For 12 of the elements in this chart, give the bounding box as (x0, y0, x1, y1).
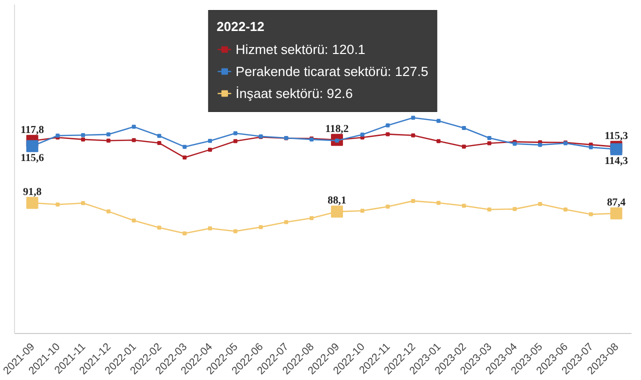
legend-label: Hizmet sektörü: 120.1 (236, 42, 366, 56)
data-label: 87,4 (606, 197, 626, 208)
data-label: 118,2 (325, 124, 349, 135)
data-label: 91,8 (22, 186, 42, 198)
data-label: 114,3 (604, 156, 628, 168)
data-label: 115,3 (604, 130, 628, 142)
data-label: 115,6 (20, 153, 45, 164)
data-label: 88,1 (328, 196, 346, 207)
legend-title: 2022-12 (216, 19, 266, 34)
data-label: 117,8 (20, 124, 44, 136)
legend-label: Perakende ticarat sektörü: 127.5 (236, 64, 428, 78)
legend-label: İnşaat sektörü: 92.6 (236, 86, 353, 100)
